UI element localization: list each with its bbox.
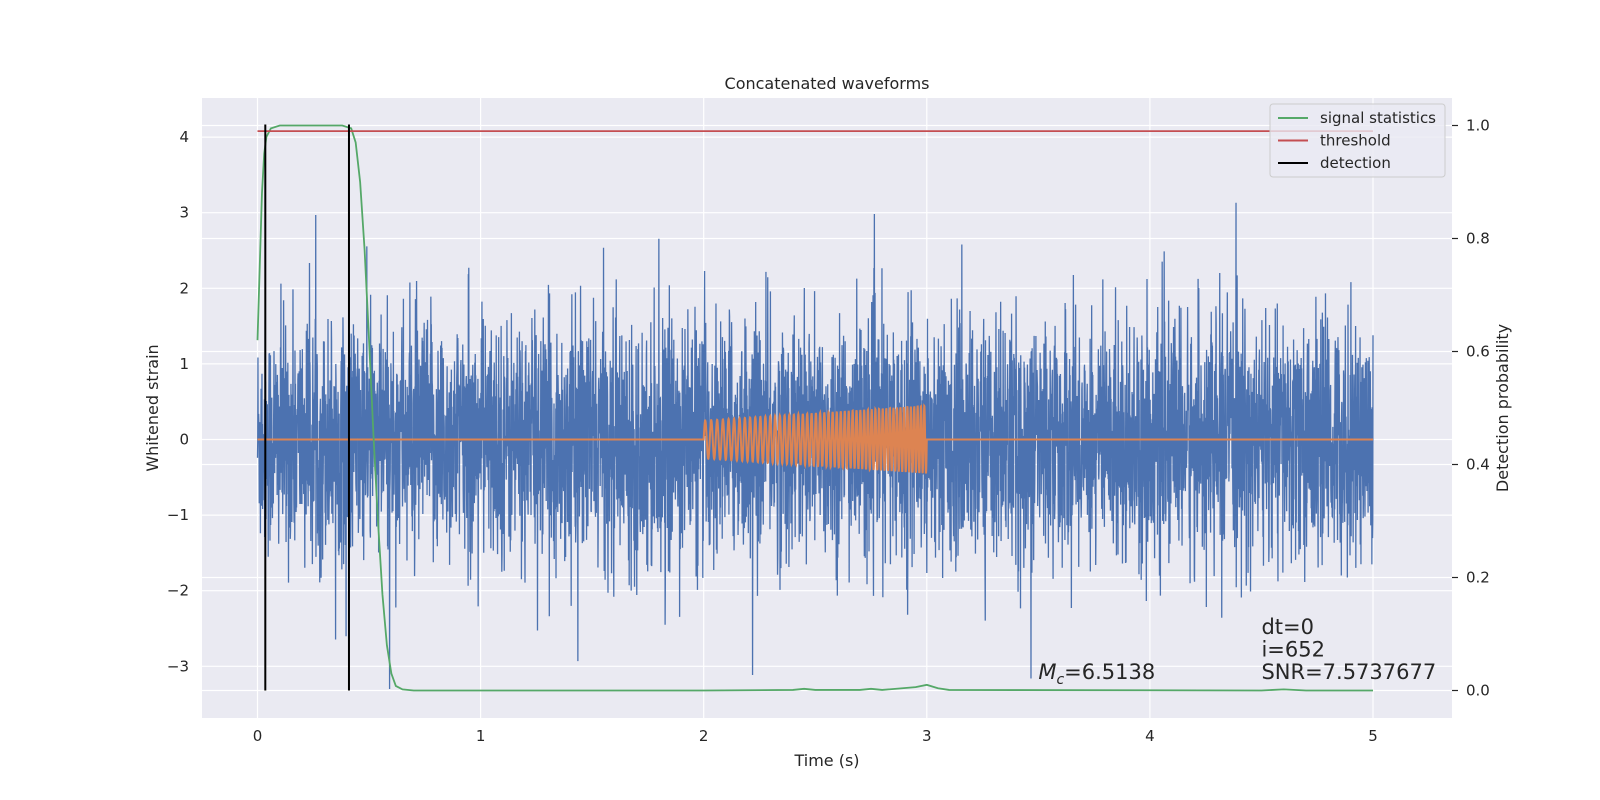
y-tick-label-left: 3	[179, 204, 189, 222]
x-axis-label: Time (s)	[793, 751, 859, 770]
y-tick-label-left: −1	[167, 506, 189, 524]
legend-label: threshold	[1320, 132, 1391, 150]
annotation-text: dt=0	[1261, 615, 1314, 639]
plot-area	[256, 124, 1374, 692]
legend-label: signal statistics	[1320, 109, 1436, 127]
y-tick-label-right: 0.2	[1466, 569, 1490, 587]
x-tick-label: 1	[476, 727, 486, 745]
annotation-text: Mc=6.5138	[1038, 660, 1155, 688]
annotation-text: i=652	[1261, 638, 1325, 662]
y-tick-label-right: 0.4	[1466, 456, 1490, 474]
y-tick-label-right: 1.0	[1466, 117, 1490, 135]
signal-statistics-line	[256, 124, 1373, 692]
axes: 0 1 2 3 4 5 −3 −2 −1 0 1 2 3 4 0.0 0.2 0.4 0.6 0.8 1.0	[167, 117, 1490, 746]
legend: signal statistics threshold detection	[1269, 103, 1446, 178]
x-tick-label: 0	[253, 727, 263, 745]
y-tick-label-right: 0.6	[1466, 343, 1490, 361]
y-axis-label-left: Whitened strain	[143, 344, 162, 471]
y-tick-label-left: 0	[179, 431, 189, 449]
strain-noise-line	[256, 202, 1374, 689]
chirp-waveform-line	[257, 403, 1373, 474]
legend-box	[1269, 103, 1446, 178]
y-axis-label-right: Detection probability	[1493, 324, 1512, 492]
annotation-text: SNR=7.5737677	[1261, 660, 1436, 684]
x-tick-label: 2	[699, 727, 709, 745]
x-tick-label: 5	[1368, 727, 1378, 745]
y-tick-label-right: 0.0	[1466, 682, 1490, 700]
x-tick-label: 3	[922, 727, 932, 745]
y-tick-label-right: 0.8	[1466, 230, 1490, 248]
legend-label: detection	[1320, 154, 1391, 172]
x-tick-label: 4	[1145, 727, 1155, 745]
y-tick-label-left: −3	[167, 657, 189, 675]
y-tick-label-left: −2	[167, 582, 189, 600]
chart-title: Concatenated waveforms	[725, 74, 930, 93]
y-tick-label-left: 4	[179, 128, 189, 146]
y-tick-label-left: 1	[179, 355, 189, 373]
y-tick-label-left: 2	[179, 279, 189, 297]
